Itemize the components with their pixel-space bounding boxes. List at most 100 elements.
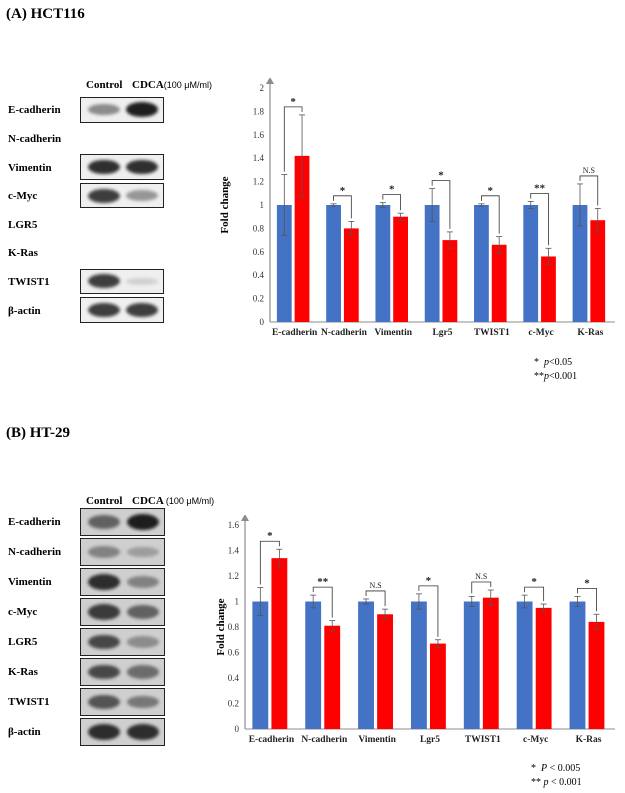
significance-bracket [530,193,549,246]
y-tick-label: 1 [235,597,240,607]
blot-concentration: (100 μM/ml) [165,496,215,506]
control-bar [569,601,586,729]
significance-mark: * [267,530,273,542]
blot-row-label: TWIST1 [8,275,50,288]
x-tick-label: c-Myc [523,735,548,745]
cdca-band [126,695,160,709]
significance-mark: * [531,576,537,588]
cdca-band [126,636,160,648]
note-stars: ** [534,371,544,382]
y-tick-label: 1.2 [253,177,264,187]
blot-band-strip [80,508,165,536]
cdca-bar [535,607,552,729]
blot-row-label: N-cadherin [8,546,62,558]
significance-note-2: ** p < 0.001 [531,777,582,788]
panel-title: (A) HCT116 [6,6,85,22]
significance-bracket [365,590,386,607]
significance-bracket [524,586,545,602]
cdca-bar [377,614,393,729]
note-text: < 0.005 [549,763,581,774]
x-tick-label: E-cadherin [249,735,295,745]
control-bar [474,205,489,322]
control-bar [572,205,588,322]
significance-bracket [418,585,439,637]
cdca-band [126,575,160,589]
cdca-bar [271,558,288,729]
note-text: < 0.001 [551,777,582,788]
x-tick-label: K-Ras [576,735,602,745]
note-stars: * [534,357,539,368]
y-tick-label: 0.2 [253,294,264,304]
control-band [87,515,121,529]
blot-band-strip [80,154,164,180]
significance-bracket [259,540,280,585]
significance-bracket [431,180,451,229]
significance-mark: ** [534,182,546,194]
control-band [87,159,120,175]
significance-mark: N.S [369,581,381,590]
bar-chart-b: 0 0.2 0.4 0.6 0.8 1 1.2 1.4 1.6 Fold change * E-cad… [215,515,615,745]
cdca-band [126,665,160,679]
y-tick-label: 0.6 [228,648,240,658]
cdca-bar [343,228,359,322]
cdca-bar [442,240,458,322]
y-tick-label: 1.6 [228,520,240,530]
significance-mark: N.S [583,166,595,175]
cdca-band [126,190,159,202]
control-bar [516,601,533,729]
significance-bracket [312,586,333,618]
y-tick-label: 0 [260,317,265,327]
blot-band-strip [80,97,164,123]
control-bar [305,601,322,729]
blot-band-strip [80,688,165,716]
significance-mark: ** [317,576,329,588]
blot-row-label: E-cadherin [8,104,61,117]
significance-mark: * [438,170,444,182]
y-axis-label: Fold change [215,598,227,655]
significance-mark: * [426,575,432,587]
x-tick-label: N-cadherin [301,735,348,745]
blot-row-label: E-cadherin [8,516,61,528]
y-tick-label: 0.8 [228,622,240,632]
significance-bracket [471,581,492,594]
control-band [87,574,121,590]
significance-mark: * [340,185,346,197]
blot-cdca-label: CDCA [132,495,164,507]
control-band [87,724,121,740]
cdca-band [126,302,159,317]
cdca-bar [588,621,605,729]
blot-band-strip [80,568,165,596]
blot-row-label: β-actin [8,304,41,317]
blot-cdca-label: CDCA [132,79,164,91]
significance-bracket [382,194,402,211]
blot-cdca-header: CDCA(100 μM/ml) [132,79,212,91]
significance-bracket [481,195,500,234]
blot-concentration: (100 μM/ml) [163,80,212,90]
cdca-bar [324,625,341,729]
x-tick-label: K-Ras [577,328,603,338]
bar-chart-a: 0 0.2 0.4 0.6 0.8 1 1.2 1.4 1.6 1.8 2 Fold change * E… [219,78,615,338]
control-bar [424,205,440,322]
panel-title: (B) HT-29 [6,425,71,441]
cdca-bar [430,643,446,729]
cdca-bar [482,597,499,729]
cdca-bar [294,155,310,322]
blot-row-label: β-actin [8,726,41,738]
y-axis-arrow [266,78,274,84]
y-tick-label: 0.2 [228,699,239,709]
y-tick-label: 0.8 [253,223,265,233]
blot-row-label: LGR5 [8,636,38,648]
blot-control-label: Control [86,495,123,507]
blot-row-label: c-Myc [8,190,38,203]
blot-row-label: N-cadherin [8,132,62,145]
control-bar [375,205,391,322]
y-tick-label: 1.2 [228,571,239,581]
significance-mark: * [389,184,395,196]
blot-band-strip [80,268,164,295]
blot-band-strip [80,628,165,656]
significance-mark: * [488,185,494,197]
y-tick-label: 0.4 [228,673,240,683]
note-stars: ** [531,777,541,788]
y-axis-label: Fold change [219,176,231,233]
note-text: <0.05 [549,357,573,368]
